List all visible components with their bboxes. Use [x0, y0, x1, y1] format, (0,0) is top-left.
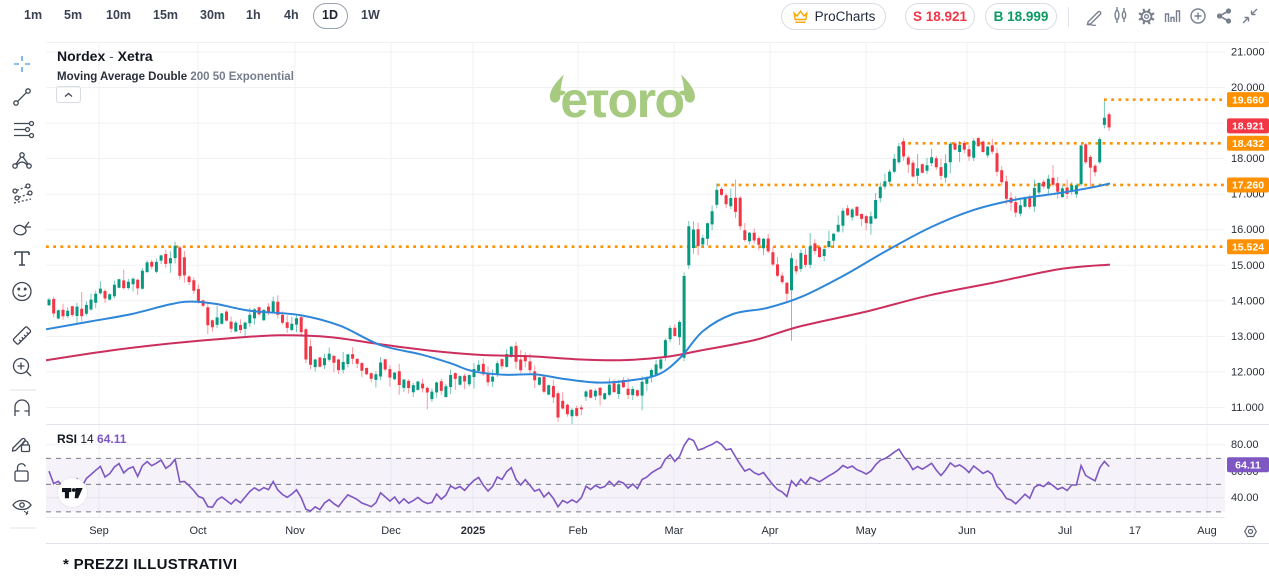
svg-text:15.524: 15.524	[1232, 241, 1264, 253]
svg-text:Mar: Mar	[665, 525, 684, 537]
svg-text:Nov: Nov	[285, 525, 305, 537]
svg-text:64.11: 64.11	[1235, 460, 1261, 472]
svg-text:16.000: 16.000	[1231, 224, 1265, 236]
svg-text:18.432: 18.432	[1232, 138, 1264, 150]
svg-text:80.00: 80.00	[1231, 439, 1259, 451]
svg-text:19.660: 19.660	[1232, 94, 1264, 106]
svg-text:Oct: Oct	[189, 525, 206, 537]
svg-text:Feb: Feb	[569, 525, 588, 537]
svg-text:Apr: Apr	[761, 525, 778, 537]
svg-text:May: May	[856, 525, 877, 537]
svg-text:Dec: Dec	[381, 525, 401, 537]
svg-text:Jun: Jun	[958, 525, 976, 537]
svg-text:20.000: 20.000	[1231, 82, 1265, 94]
svg-text:Jul: Jul	[1058, 525, 1072, 537]
svg-text:Aug: Aug	[1197, 525, 1217, 537]
svg-text:21.000: 21.000	[1231, 47, 1265, 59]
svg-text:2025: 2025	[461, 525, 485, 537]
svg-text:11.000: 11.000	[1231, 402, 1264, 414]
svg-text:12.000: 12.000	[1231, 366, 1265, 378]
svg-text:eτoro: eτoro	[560, 72, 683, 128]
svg-text:17.260: 17.260	[1232, 180, 1264, 192]
svg-text:18.921: 18.921	[1232, 121, 1264, 133]
svg-text:Sep: Sep	[89, 525, 109, 537]
svg-text:15.000: 15.000	[1231, 260, 1265, 272]
svg-text:17: 17	[1129, 525, 1141, 537]
svg-text:14.000: 14.000	[1231, 295, 1265, 307]
svg-text:13.000: 13.000	[1231, 331, 1265, 343]
svg-text:40.00: 40.00	[1231, 492, 1259, 504]
svg-text:18.000: 18.000	[1231, 153, 1265, 165]
